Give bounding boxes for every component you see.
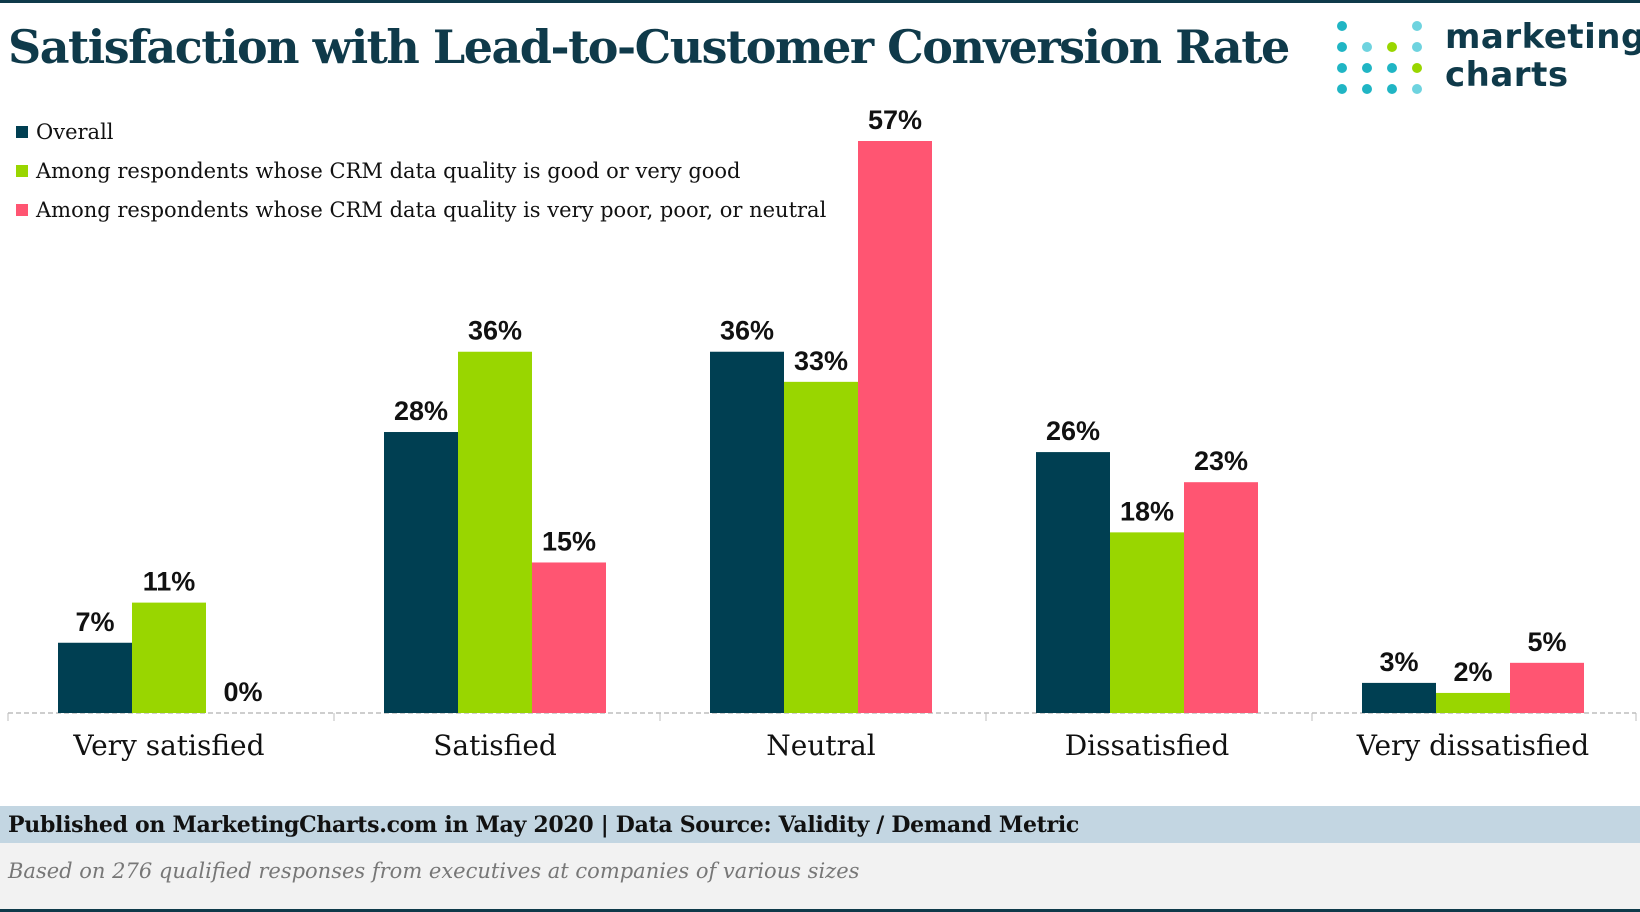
legend: Overall Among respondents whose CRM data… bbox=[16, 112, 826, 229]
legend-swatch-good bbox=[16, 164, 28, 177]
bar-overall bbox=[384, 432, 458, 713]
legend-item-good: Among respondents whose CRM data quality… bbox=[16, 151, 826, 190]
legend-label-poor: Among respondents whose CRM data quality… bbox=[36, 197, 827, 222]
marketingcharts-logo: marketing charts bbox=[1335, 18, 1640, 98]
bar-poor bbox=[1184, 482, 1258, 713]
legend-item-poor: Among respondents whose CRM data quality… bbox=[16, 190, 826, 229]
data-label: 18% bbox=[1120, 496, 1174, 526]
data-label: 3% bbox=[1379, 647, 1418, 677]
bottom-rule bbox=[0, 909, 1640, 912]
top-rule bbox=[0, 0, 1640, 3]
data-label: 0% bbox=[223, 677, 262, 707]
footer-published: Published on MarketingCharts.com in May … bbox=[8, 812, 1079, 838]
legend-swatch-overall bbox=[16, 125, 28, 138]
logo-line-2: charts bbox=[1445, 55, 1569, 95]
category-label: Dissatisfied bbox=[1065, 729, 1230, 762]
data-label: 5% bbox=[1527, 627, 1566, 657]
data-label: 15% bbox=[542, 526, 596, 556]
bar-good bbox=[1436, 692, 1510, 713]
category-label: Satisfied bbox=[433, 729, 557, 762]
bar-good bbox=[132, 602, 206, 713]
footer-note-band: Based on 276 qualified responses from ex… bbox=[0, 843, 1640, 909]
data-label: 36% bbox=[720, 316, 774, 346]
bar-good bbox=[784, 381, 858, 713]
footer-band: Published on MarketingCharts.com in May … bbox=[0, 806, 1640, 843]
footer-note: Based on 276 qualified responses from ex… bbox=[8, 859, 860, 883]
category-label: Very satisfied bbox=[72, 729, 264, 762]
data-label: 36% bbox=[468, 316, 522, 346]
bar-overall bbox=[1362, 682, 1436, 713]
category-label: Neutral bbox=[766, 729, 875, 762]
bar-overall bbox=[1036, 452, 1110, 713]
bar-good bbox=[1110, 532, 1184, 713]
bar-poor bbox=[858, 141, 932, 713]
bar-good bbox=[458, 351, 532, 713]
bar-overall bbox=[58, 642, 132, 713]
bar-overall bbox=[710, 351, 784, 713]
legend-label-good: Among respondents whose CRM data quality… bbox=[36, 158, 741, 183]
data-label: 23% bbox=[1194, 446, 1248, 476]
bar-poor bbox=[1510, 662, 1584, 713]
legend-swatch-poor bbox=[16, 203, 28, 216]
chart-title: Satisfaction with Lead-to-Customer Conve… bbox=[8, 20, 1290, 74]
legend-item-overall: Overall bbox=[16, 112, 826, 151]
logo-dots-icon bbox=[1337, 21, 1422, 94]
category-label: Very dissatisfied bbox=[1356, 729, 1589, 762]
bar-chart: 7% 11% 0% Very satisfied 28% 36% 15% Satisfied 3… bbox=[7, 105, 1637, 762]
data-label: 33% bbox=[794, 346, 848, 376]
data-label: 28% bbox=[394, 396, 448, 426]
logo-line-1: marketing bbox=[1445, 17, 1640, 57]
data-label: 11% bbox=[143, 567, 196, 597]
logo-text: marketing charts bbox=[1445, 18, 1640, 94]
bar-poor bbox=[532, 562, 606, 713]
data-label: 57% bbox=[868, 105, 922, 135]
data-label: 26% bbox=[1046, 416, 1100, 446]
data-label: 2% bbox=[1453, 657, 1492, 687]
legend-label-overall: Overall bbox=[36, 119, 114, 144]
data-label: 7% bbox=[75, 607, 114, 637]
